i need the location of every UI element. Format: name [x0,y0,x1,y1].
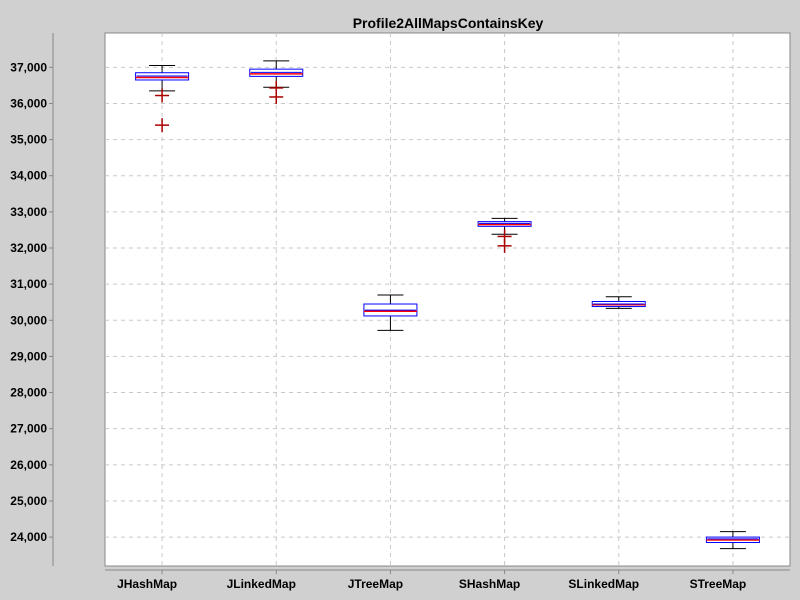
box-jtreemap [363,294,418,331]
box-series [135,60,760,550]
box-slinkedmap [591,296,646,309]
y-tick-label: 25,000 [10,494,47,508]
outlier-marker [497,238,512,253]
y-tick-label: 29,000 [10,349,47,363]
outlier-marker [155,118,170,133]
y-tick-label: 26,000 [10,458,47,472]
y-tick-label: 37,000 [10,60,47,74]
y-tick-label: 34,000 [10,169,47,183]
y-tick-label: 35,000 [10,133,47,147]
x-tick-label: SLinkedMap [568,577,639,591]
y-tick-label: 31,000 [10,277,47,291]
y-tick-label: 24,000 [10,530,47,544]
x-tick-label: STreeMap [690,577,747,591]
grid-lines [105,33,790,566]
plot-area [104,32,791,567]
box-shashmap [477,217,532,253]
x-axis-ticks: JHashMap JLinkedMap JTreeMap SHashMap SLinke… [117,570,746,591]
x-tick-label: JHashMap [117,577,177,591]
y-tick-label: 27,000 [10,422,47,436]
outlier-marker [155,88,170,103]
box-jlinkedmap [249,60,304,104]
y-tick-label: 30,000 [10,313,47,327]
y-tick-label: 32,000 [10,241,47,255]
x-tick-label: JLinkedMap [227,577,296,591]
chart-title: Profile2AllMapsContainsKey [353,15,544,31]
box-streemap [705,531,760,550]
x-tick-label: JTreeMap [348,577,403,591]
x-tick-label: SHashMap [459,577,520,591]
y-tick-label: 33,000 [10,205,47,219]
box-jhashmap [135,65,190,133]
y-axis-ticks: 24,000 25,000 26,000 27,000 28,000 29,000 30,0… [10,60,53,544]
y-tick-label: 28,000 [10,386,47,400]
y-tick-label: 36,000 [10,96,47,110]
outlier-marker [269,89,284,104]
